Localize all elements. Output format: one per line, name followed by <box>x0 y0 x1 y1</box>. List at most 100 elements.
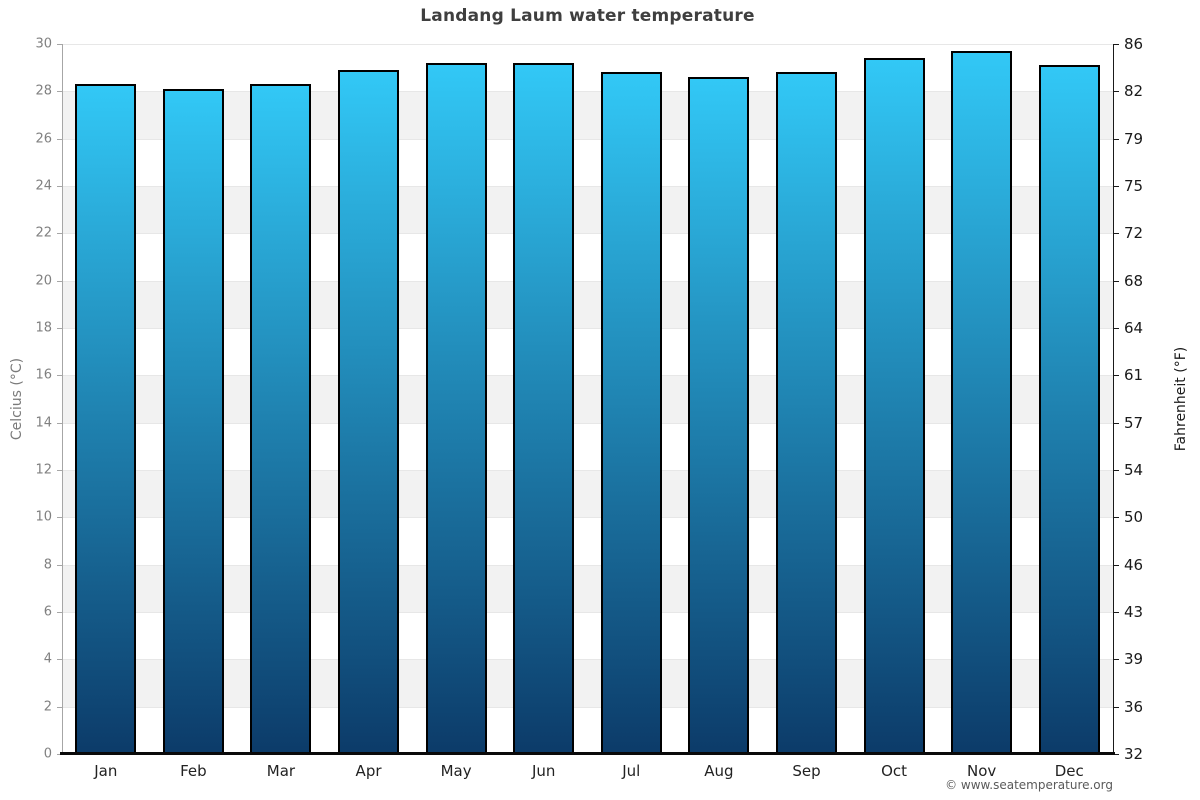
gridline <box>62 44 1113 45</box>
plot-band <box>62 375 1113 423</box>
y-tick-label-celsius: 24 <box>35 178 52 194</box>
copyright-link[interactable]: © www.seatemperature.org <box>945 778 1113 792</box>
x-tick-label-aug: Aug <box>704 762 734 780</box>
y-tick-label-fahrenheit: 43 <box>1124 603 1144 621</box>
y-tick-right <box>1113 706 1119 708</box>
gridline <box>62 375 1113 377</box>
plot-band <box>62 659 1113 707</box>
bar-jul[interactable] <box>600 72 662 754</box>
plot-band <box>62 44 1113 92</box>
y-tick-label-celsius: 10 <box>35 509 52 525</box>
bar-jan[interactable] <box>75 84 137 754</box>
y-tick-right <box>1113 517 1119 519</box>
bar-apr[interactable] <box>338 70 400 754</box>
y-tick-left <box>57 280 62 282</box>
y-tick-left <box>57 517 62 519</box>
gridline <box>62 138 1113 140</box>
y-tick-label-fahrenheit: 57 <box>1124 413 1144 432</box>
gridline <box>62 706 1113 708</box>
y-tick-label-celsius: 4 <box>43 651 52 667</box>
y-tick-label-fahrenheit: 64 <box>1124 319 1144 337</box>
x-tick-label-mar: Mar <box>266 762 296 780</box>
gridline <box>62 422 1113 424</box>
bar-feb[interactable] <box>162 88 224 754</box>
bar-dec[interactable] <box>1038 65 1100 754</box>
x-axis-line <box>60 752 1115 755</box>
y-tick-left <box>57 138 62 140</box>
plot-band <box>62 186 1113 234</box>
plot-band <box>62 706 1113 754</box>
y-tick-left <box>57 706 62 708</box>
gridline <box>62 186 1113 187</box>
y-tick-right <box>1113 375 1119 377</box>
gridline <box>62 470 1113 471</box>
plot-band <box>62 280 1113 328</box>
y-tick-right <box>1113 280 1119 282</box>
y-tick-left <box>57 422 62 424</box>
gridline <box>62 233 1113 235</box>
y-tick-right <box>1113 328 1119 329</box>
plot-area <box>62 44 1113 754</box>
bar-jun[interactable] <box>513 62 575 754</box>
gridline <box>62 517 1113 519</box>
y-tick-label-fahrenheit: 54 <box>1124 461 1144 479</box>
y-tick-label-fahrenheit: 68 <box>1124 271 1144 290</box>
y-tick-label-fahrenheit: 46 <box>1124 555 1144 574</box>
y-tick-left <box>57 564 62 566</box>
x-tick-label-jun: Jun <box>531 762 556 780</box>
y-tick-left <box>57 375 62 377</box>
y-axis-line-left <box>62 44 63 754</box>
y-tick-left <box>57 91 62 93</box>
y-tick-right <box>1113 564 1119 566</box>
y-tick-left <box>57 44 62 45</box>
y-tick-right <box>1113 233 1119 235</box>
y-axis-title-fahrenheit: Fahrenheit (°F) <box>1173 346 1189 452</box>
y-tick-left <box>57 470 62 471</box>
y-tick-right <box>1113 44 1119 45</box>
y-tick-label-celsius: 18 <box>35 320 52 336</box>
gridline <box>62 564 1113 566</box>
y-tick-label-celsius: 22 <box>35 225 52 241</box>
y-tick-label-fahrenheit: 82 <box>1124 82 1144 101</box>
y-tick-left <box>57 328 62 329</box>
plot-band <box>62 233 1113 281</box>
y-tick-label-celsius: 30 <box>35 36 52 52</box>
bar-may[interactable] <box>425 62 487 754</box>
y-tick-left <box>57 233 62 235</box>
chart-title: Landang Laum water temperature <box>420 6 755 26</box>
y-tick-left <box>57 186 62 187</box>
y-tick-right <box>1113 91 1119 93</box>
y-tick-label-fahrenheit: 75 <box>1124 177 1144 195</box>
y-tick-label-celsius: 2 <box>43 699 52 715</box>
plot-band <box>62 328 1113 376</box>
plot-band <box>62 422 1113 470</box>
bar-aug[interactable] <box>688 77 750 754</box>
x-tick-label-oct: Oct <box>881 762 907 780</box>
y-tick-label-fahrenheit: 79 <box>1124 129 1144 148</box>
x-tick-label-sep: Sep <box>792 762 821 780</box>
plot-band <box>62 470 1113 518</box>
bar-sep[interactable] <box>775 72 837 754</box>
y-tick-left <box>57 754 62 755</box>
gridline <box>62 91 1113 93</box>
bar-oct[interactable] <box>863 58 925 754</box>
plot-band <box>62 138 1113 186</box>
gridline <box>62 328 1113 329</box>
y-tick-left <box>57 659 62 661</box>
y-tick-label-celsius: 0 <box>43 746 52 762</box>
y-tick-label-celsius: 16 <box>35 367 52 383</box>
gridline <box>62 280 1113 282</box>
y-axis-title-celsius: Celcius (°C) <box>9 357 25 441</box>
x-tick-label-may: May <box>440 762 472 780</box>
y-tick-label-celsius: 8 <box>43 557 52 573</box>
bar-nov[interactable] <box>951 51 1013 754</box>
y-tick-label-fahrenheit: 86 <box>1124 35 1144 53</box>
y-tick-left <box>57 612 62 613</box>
y-tick-right <box>1113 470 1119 471</box>
x-tick-label-feb: Feb <box>180 762 207 780</box>
bar-mar[interactable] <box>250 84 312 754</box>
y-tick-label-fahrenheit: 61 <box>1124 366 1144 385</box>
y-tick-right <box>1113 612 1119 613</box>
y-tick-right <box>1113 422 1119 424</box>
